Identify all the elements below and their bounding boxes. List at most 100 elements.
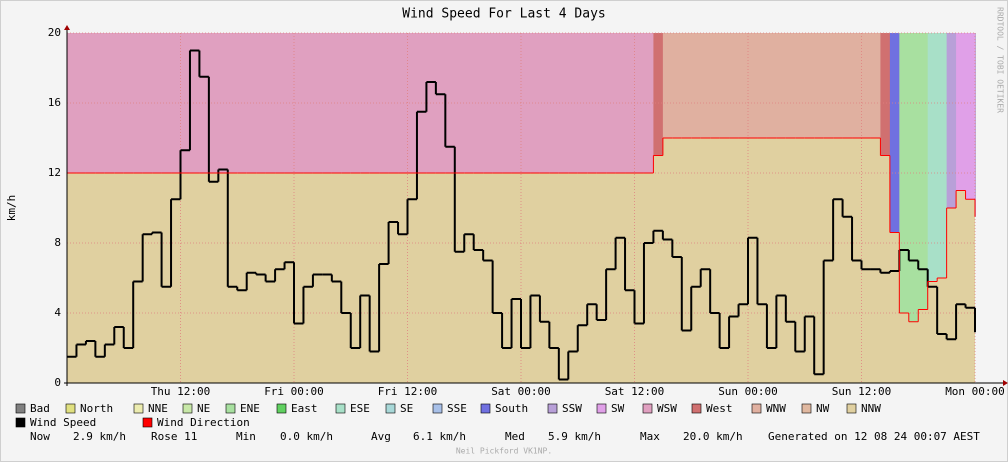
legend-swatch bbox=[432, 403, 443, 414]
legend-label: East bbox=[291, 402, 318, 415]
direction-band bbox=[454, 33, 465, 173]
stat: Rose 11 bbox=[151, 430, 197, 443]
direction-band bbox=[606, 33, 616, 173]
direction-band bbox=[483, 33, 494, 173]
direction-band bbox=[85, 33, 96, 173]
direction-band bbox=[199, 33, 210, 173]
x-tick-label: Fri 00:00 bbox=[264, 385, 324, 398]
direction-band bbox=[615, 33, 626, 173]
legend-label: South bbox=[495, 402, 528, 415]
legend-label: Wind Speed bbox=[30, 416, 96, 429]
stat: Generated on 12 08 24 00:07 AEST bbox=[768, 430, 980, 443]
direction-band bbox=[511, 33, 522, 173]
legend-swatch bbox=[65, 403, 76, 414]
direction-band bbox=[842, 33, 853, 138]
legend-label: Bad bbox=[30, 402, 50, 415]
direction-band bbox=[568, 33, 579, 173]
direction-band bbox=[833, 33, 843, 138]
y-tick-label: 8 bbox=[54, 236, 61, 249]
legend-swatch bbox=[691, 403, 702, 414]
direction-band bbox=[312, 33, 323, 173]
direction-band bbox=[757, 33, 768, 138]
direction-band bbox=[625, 33, 635, 173]
direction-band bbox=[208, 33, 219, 173]
legend-label: SSE bbox=[447, 402, 467, 415]
stat: 20.0 km/h bbox=[683, 430, 743, 443]
x-axis-arrow bbox=[1003, 380, 1008, 386]
direction-band bbox=[398, 33, 408, 173]
legend-swatch bbox=[642, 403, 653, 414]
direction-band bbox=[445, 33, 456, 173]
direction-band bbox=[114, 33, 125, 173]
y-tick-label: 4 bbox=[54, 306, 61, 319]
side-label: RRDTOOL / TOBI OETIKER bbox=[996, 7, 1005, 113]
stat: Min bbox=[236, 430, 256, 443]
direction-band bbox=[133, 33, 144, 173]
direction-band bbox=[795, 33, 806, 138]
direction-band bbox=[965, 33, 976, 200]
direction-band bbox=[729, 33, 739, 138]
y-tick-label: 12 bbox=[48, 166, 61, 179]
direction-band bbox=[776, 33, 787, 138]
direction-band bbox=[918, 33, 929, 310]
x-tick-label: Sat 00:00 bbox=[491, 385, 551, 398]
legend-label: SSW bbox=[562, 402, 582, 415]
direction-band bbox=[672, 33, 683, 138]
stat: 5.9 km/h bbox=[548, 430, 601, 443]
direction-band bbox=[388, 33, 399, 173]
direction-band bbox=[521, 33, 531, 173]
direction-band bbox=[256, 33, 267, 173]
legend-swatch bbox=[385, 403, 396, 414]
direction-band bbox=[379, 33, 389, 173]
direction-band bbox=[719, 33, 730, 138]
y-axis-label: km/h bbox=[5, 195, 18, 222]
direction-band bbox=[502, 33, 512, 173]
legend-label: Wind Direction bbox=[157, 416, 250, 429]
x-tick-label: Sat 12:00 bbox=[605, 385, 665, 398]
direction-band bbox=[322, 33, 333, 173]
direction-band bbox=[653, 33, 664, 156]
legend-swatch bbox=[276, 403, 287, 414]
y-tick-label: 20 bbox=[48, 26, 61, 39]
stat: 0.0 km/h bbox=[280, 430, 333, 443]
legend-label: West bbox=[706, 402, 733, 415]
direction-band bbox=[265, 33, 276, 173]
legend-swatch bbox=[15, 403, 26, 414]
direction-band bbox=[823, 33, 834, 138]
legend-swatch bbox=[801, 403, 812, 414]
direction-band bbox=[927, 33, 938, 282]
stat: Med bbox=[505, 430, 525, 443]
stat: Max bbox=[640, 430, 660, 443]
legend-label: WSW bbox=[657, 402, 677, 415]
legend-swatch bbox=[15, 417, 26, 428]
direction-band bbox=[710, 33, 721, 138]
direction-band bbox=[662, 33, 673, 138]
direction-band bbox=[681, 33, 692, 138]
legend-label: ESE bbox=[350, 402, 370, 415]
direction-band bbox=[785, 33, 796, 138]
direction-band bbox=[237, 33, 248, 173]
x-tick-label: Thu 12:00 bbox=[151, 385, 211, 398]
legend-label: NNW bbox=[861, 402, 881, 415]
direction-band bbox=[804, 33, 815, 138]
direction-band bbox=[180, 33, 191, 173]
direction-band bbox=[577, 33, 588, 173]
legend-swatch bbox=[225, 403, 236, 414]
legend-label: ENE bbox=[240, 402, 260, 415]
direction-band bbox=[738, 33, 749, 138]
stat: 2.9 km/h bbox=[73, 430, 126, 443]
chart-title: Wind Speed For Last 4 Days bbox=[402, 7, 606, 22]
direction-band bbox=[558, 33, 569, 173]
direction-band bbox=[331, 33, 342, 173]
direction-band bbox=[908, 33, 919, 322]
legend-label: NNE bbox=[148, 402, 168, 415]
legend-label: SE bbox=[400, 402, 413, 415]
direction-band bbox=[76, 33, 87, 173]
x-tick-label: Mon 00:00 bbox=[945, 385, 1005, 398]
legend-swatch bbox=[335, 403, 346, 414]
legend-label: WNW bbox=[766, 402, 786, 415]
direction-band bbox=[426, 33, 437, 173]
direction-band bbox=[123, 33, 134, 173]
direction-band bbox=[549, 33, 560, 173]
legend-swatch bbox=[133, 403, 144, 414]
